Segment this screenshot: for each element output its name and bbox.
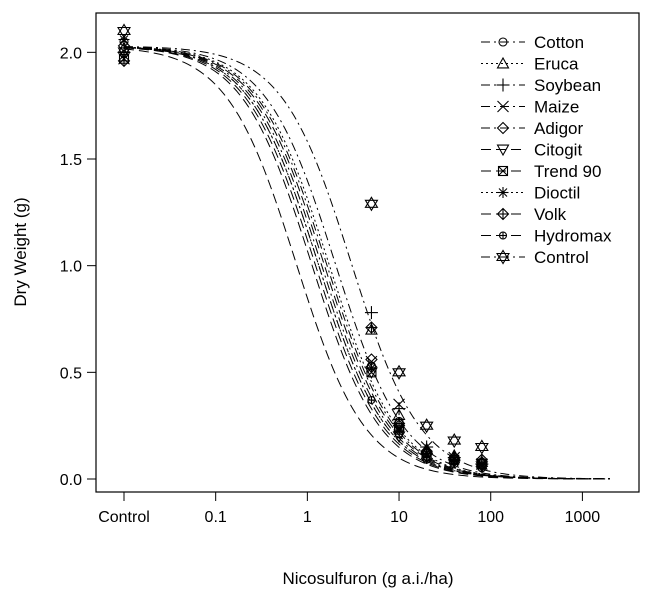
legend-item: Control (481, 248, 589, 267)
y-tick-label: 0.5 (60, 365, 82, 382)
legend-item: Citogit (481, 141, 582, 160)
legend-item: Adigor (481, 119, 583, 138)
legend-label: Citogit (534, 141, 582, 160)
x-axis-title: Nicosulfuron (g a.i./ha) (282, 569, 453, 588)
x-tick-label: 10 (390, 509, 408, 526)
legend-marker (497, 165, 509, 177)
legend-item: Volk (481, 205, 567, 224)
data-point (364, 196, 379, 212)
legend-label: Soybean (534, 76, 601, 95)
data-point (365, 323, 378, 335)
legend-item: Eruca (481, 55, 579, 74)
data-point (474, 439, 489, 455)
x-tick-label: 1 (303, 509, 312, 526)
data-point (365, 321, 378, 334)
curve-dioctil (123, 47, 611, 480)
data-point (447, 433, 462, 449)
data-point (392, 417, 406, 430)
legend-label: Eruca (534, 55, 579, 74)
legend-label: Adigor (534, 119, 583, 138)
data-point (392, 364, 407, 380)
data-point (365, 362, 377, 374)
curve-maize (123, 46, 611, 480)
data-point (117, 23, 131, 39)
legend-marker (496, 121, 510, 135)
fitted-curves (123, 46, 611, 480)
data-point (394, 430, 404, 439)
legend-item: Maize (481, 98, 579, 117)
legend-item: Soybean (481, 76, 601, 95)
legend-marker (496, 56, 510, 69)
legend-item: Cotton (481, 33, 584, 52)
x-tick-label: 0.1 (205, 509, 227, 526)
x-axis: Control 0.1 1 10 100 1000 (98, 492, 600, 526)
y-axis: 0.0 0.5 1.0 1.5 2.0 (60, 45, 96, 489)
legend-item: Hydromax (481, 227, 612, 246)
legend-marker (497, 100, 509, 113)
data-point (422, 455, 431, 464)
legend-label: Hydromax (534, 227, 612, 246)
legend-item: Trend 90 (481, 162, 601, 181)
legend-label: Cotton (534, 33, 584, 52)
y-tick-label: 2.0 (60, 45, 82, 62)
legend-label: Dioctil (534, 184, 580, 203)
legend-marker (496, 78, 510, 92)
legend-label: Control (534, 248, 589, 267)
legend: Cotton Eruca Soybean Maize Adigor Citogit Tren… (481, 33, 612, 267)
y-tick-label: 1.0 (60, 259, 82, 276)
data-point (367, 396, 376, 405)
data-point (419, 418, 434, 434)
legend-item: Dioctil (481, 184, 580, 203)
curve-cotton (123, 46, 611, 480)
data-point (118, 34, 130, 46)
legend-label: Trend 90 (534, 162, 601, 181)
curve-control (123, 46, 611, 480)
y-tick-label: 1.5 (60, 152, 82, 169)
data-point (119, 50, 129, 59)
legend-marker (496, 249, 510, 265)
curve-citogit (123, 47, 610, 480)
curve-trend-90 (123, 47, 610, 480)
plot-frame (95, 12, 640, 493)
data-points (117, 23, 489, 473)
legend-marker (496, 144, 510, 157)
curve-volk (123, 46, 611, 480)
x-tick-label: 1000 (565, 509, 601, 526)
legend-marker (497, 187, 509, 198)
data-point (364, 306, 378, 320)
legend-marker (498, 231, 508, 240)
data-point (477, 464, 486, 473)
y-axis-title: Dry Weight (g) (11, 197, 30, 306)
legend-label: Maize (534, 98, 579, 117)
curve-soybean (123, 46, 611, 480)
data-point (450, 460, 459, 469)
legend-marker (498, 37, 508, 47)
legend-label: Volk (534, 205, 567, 224)
y-tick-label: 0.0 (60, 472, 82, 489)
x-tick-label: 100 (477, 509, 504, 526)
x-tick-label: Control (98, 509, 150, 526)
data-point (393, 398, 405, 411)
legend-marker (496, 207, 510, 221)
